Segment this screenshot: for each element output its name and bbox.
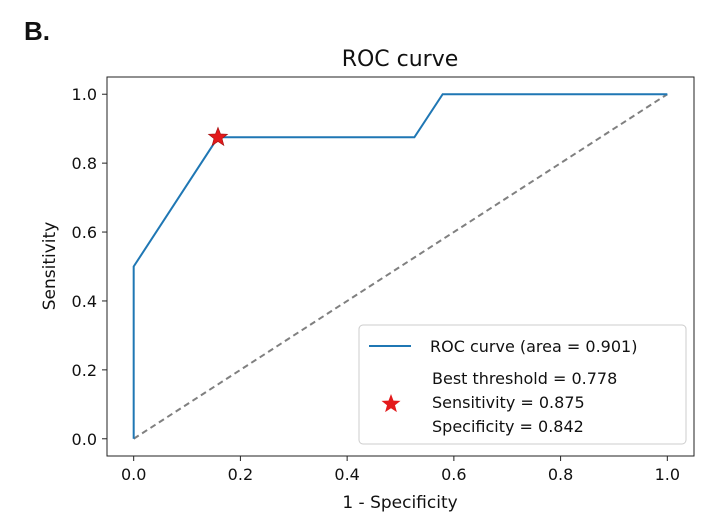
- x-axis-label: 1 - Specificity: [342, 493, 457, 513]
- chart-title: ROC curve: [342, 47, 459, 72]
- legend-sensitivity: Sensitivity = 0.875: [432, 393, 585, 412]
- panel-label: B.: [24, 16, 50, 46]
- x-tick-label: 0.6: [441, 465, 466, 484]
- best-threshold-star-marker: [207, 126, 229, 147]
- y-tick-label: 0.8: [72, 154, 97, 173]
- y-axis-label: Sensitivity: [40, 222, 60, 311]
- y-tick-label: 0.0: [72, 430, 97, 449]
- x-tick-label: 0.4: [334, 465, 359, 484]
- legend-best-threshold: Best threshold = 0.778: [432, 369, 617, 388]
- y-tick-label: 0.4: [72, 292, 97, 311]
- axis-ticks: 0.0 0.2 0.4 0.6 0.8 1.0 0.0 0.2 0.4 0.6 0.8 1.0: [72, 85, 680, 484]
- x-tick-label: 1.0: [655, 465, 680, 484]
- legend-specificity: Specificity = 0.842: [432, 417, 584, 436]
- legend: ROC curve (area = 0.901) Best threshold …: [358, 324, 687, 445]
- roc-curve-line: [132, 93, 668, 439]
- y-tick-label: 0.2: [72, 361, 97, 380]
- legend-roc-label: ROC curve (area = 0.901): [430, 337, 637, 356]
- x-tick-label: 0.8: [548, 465, 573, 484]
- x-tick-label: 0.0: [121, 465, 146, 484]
- legend-star-swatch: [381, 394, 401, 413]
- y-tick-label: 1.0: [72, 85, 97, 104]
- y-tick-label: 0.6: [72, 223, 97, 242]
- chance-diagonal-line: [133, 93, 668, 440]
- plot-frame: [106, 76, 695, 457]
- legend-box: [358, 324, 687, 445]
- x-tick-label: 0.2: [228, 465, 253, 484]
